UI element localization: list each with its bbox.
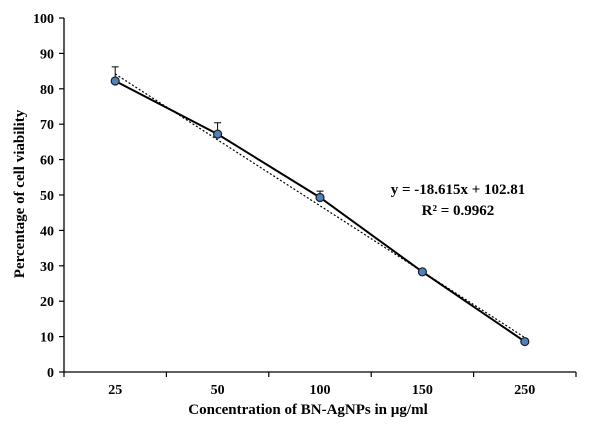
x-tick-label: 100 <box>310 383 331 398</box>
y-tick-label: 30 <box>40 260 54 275</box>
markers-group <box>110 76 530 347</box>
x-tick-label: 50 <box>211 383 225 398</box>
trendline <box>114 73 526 339</box>
y-axis-title: Percentage of cell viability <box>12 109 28 278</box>
x-tick-label: 25 <box>108 383 122 398</box>
x-axis-title: Concentration of BN-AgNPs in µg/ml <box>188 402 427 418</box>
y-tick-label: 100 <box>33 12 54 27</box>
data-point <box>520 336 530 347</box>
y-axis-ticks: 0 10 20 30 40 50 60 70 80 90 100 <box>33 12 64 381</box>
data-point <box>213 129 223 139</box>
y-tick-label: 40 <box>40 224 54 239</box>
data-point <box>110 76 120 86</box>
y-tick-label: 70 <box>40 118 54 133</box>
x-tick-label: 250 <box>514 383 535 398</box>
y-tick-label: 0 <box>47 366 54 381</box>
y-tick-label: 90 <box>40 47 54 62</box>
data-point <box>417 267 427 277</box>
trendline-equation: y = -18.615x + 102.81 <box>391 182 526 198</box>
y-tick-label: 10 <box>40 331 54 346</box>
data-point <box>315 192 325 203</box>
y-tick-label: 20 <box>40 295 54 310</box>
y-tick-label: 60 <box>40 154 54 169</box>
y-tick-label: 50 <box>40 189 54 204</box>
trendline-r2: R² = 0.9962 <box>422 203 495 219</box>
y-tick-label: 80 <box>40 83 54 98</box>
x-axis-ticks: 25 50 100 150 250 <box>63 372 577 398</box>
x-tick-label: 150 <box>412 383 433 398</box>
trendline-group <box>114 73 526 339</box>
